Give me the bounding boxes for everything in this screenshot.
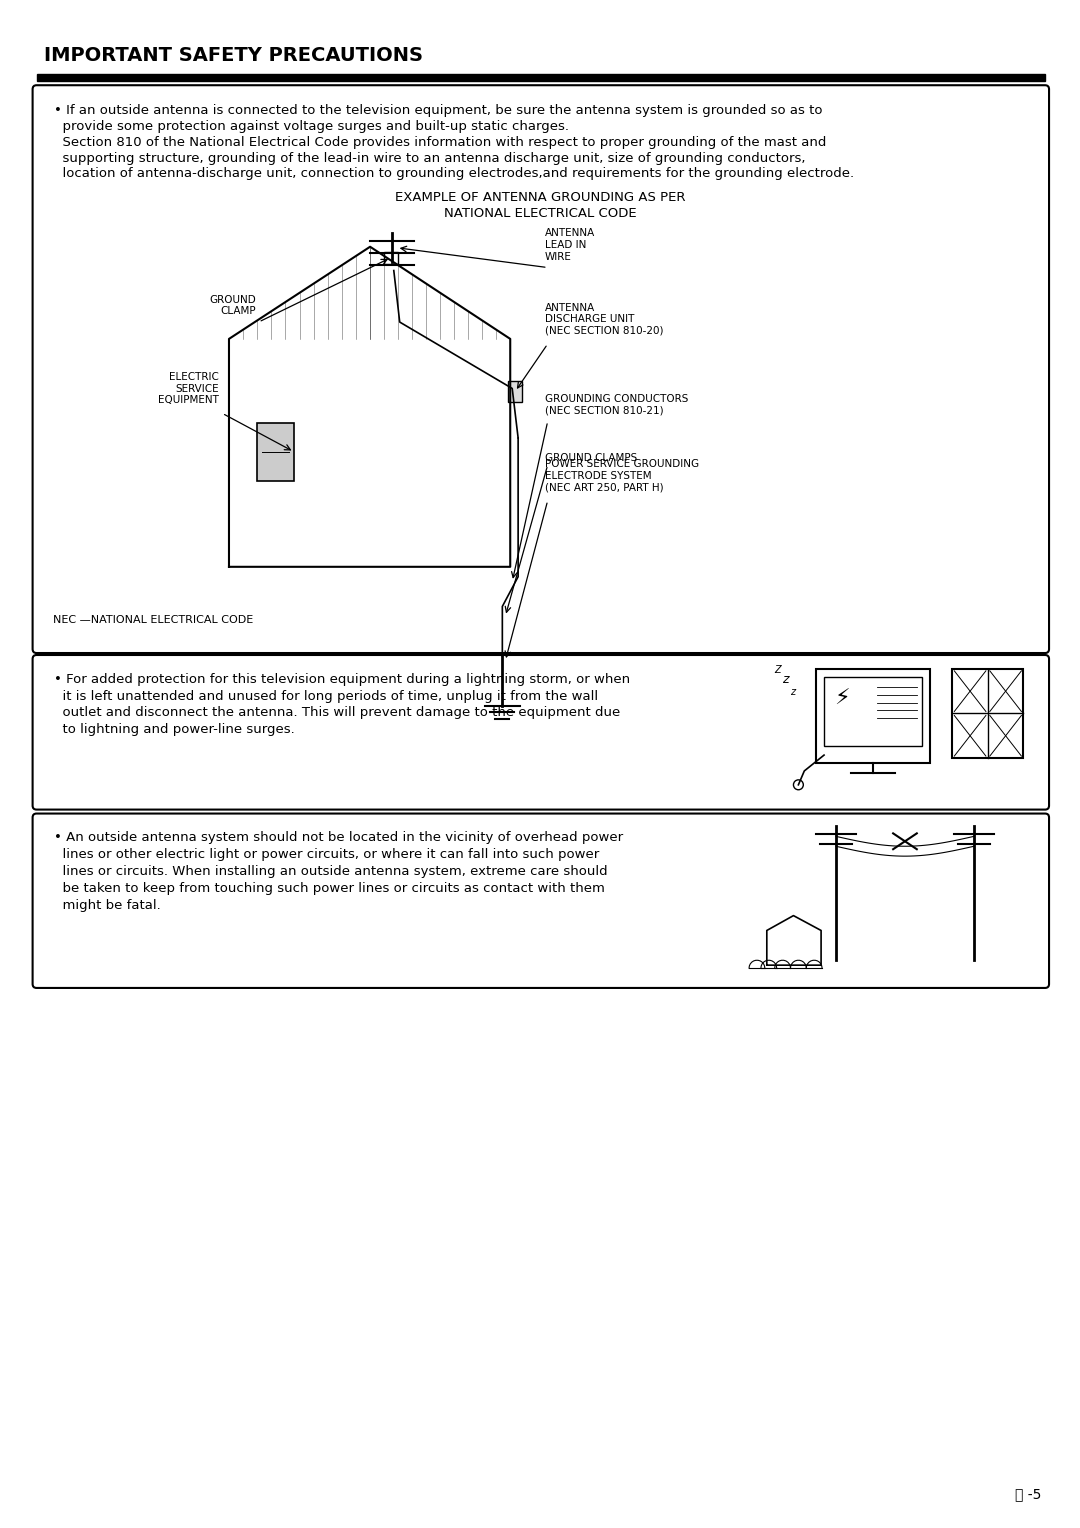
Bar <box>257 423 294 481</box>
Text: supporting structure, grounding of the lead-in wire to an antenna discharge unit: supporting structure, grounding of the l… <box>54 151 806 165</box>
Text: might be fatal.: might be fatal. <box>54 898 161 912</box>
Bar <box>824 677 921 746</box>
Text: • An outside antenna system should not be located in the vicinity of overhead po: • An outside antenna system should not b… <box>54 831 623 845</box>
Text: ELECTRIC
SERVICE
EQUIPMENT: ELECTRIC SERVICE EQUIPMENT <box>159 373 219 405</box>
Text: POWER SERVICE GROUNDING
ELECTRODE SYSTEM
(NEC ART 250, PART H): POWER SERVICE GROUNDING ELECTRODE SYSTEM… <box>544 460 699 492</box>
Text: Ⓤ -5: Ⓤ -5 <box>1015 1487 1041 1502</box>
Text: Section 810 of the National Electrical Code provides information with respect to: Section 810 of the National Electrical C… <box>54 136 826 148</box>
FancyBboxPatch shape <box>32 86 1049 652</box>
Bar <box>953 669 1024 758</box>
Text: to lightning and power-line surges.: to lightning and power-line surges. <box>54 723 295 736</box>
FancyBboxPatch shape <box>32 656 1049 810</box>
Text: IMPORTANT SAFETY PRECAUTIONS: IMPORTANT SAFETY PRECAUTIONS <box>44 46 423 66</box>
Bar <box>383 252 397 264</box>
Text: NEC —NATIONAL ELECTRICAL CODE: NEC —NATIONAL ELECTRICAL CODE <box>53 616 253 625</box>
FancyBboxPatch shape <box>32 813 1049 989</box>
Text: ANTENNA
DISCHARGE UNIT
(NEC SECTION 810-20): ANTENNA DISCHARGE UNIT (NEC SECTION 810-… <box>544 303 663 336</box>
Text: GROUND CLAMPS: GROUND CLAMPS <box>544 452 637 463</box>
Text: Z: Z <box>774 665 781 675</box>
Bar <box>816 669 930 762</box>
Text: lines or circuits. When installing an outside antenna system, extreme care shoul: lines or circuits. When installing an ou… <box>54 865 608 879</box>
Bar <box>37 75 1045 81</box>
Bar <box>509 380 522 402</box>
Text: GROUNDING CONDUCTORS
(NEC SECTION 810-21): GROUNDING CONDUCTORS (NEC SECTION 810-21… <box>544 394 688 416</box>
Text: lines or other electric light or power circuits, or where it can fall into such : lines or other electric light or power c… <box>54 848 599 862</box>
Text: • For added protection for this television equipment during a lightning storm, o: • For added protection for this televisi… <box>54 672 631 686</box>
Text: GROUND
CLAMP: GROUND CLAMP <box>208 295 256 316</box>
Text: outlet and disconnect the antenna. This will prevent damage to the equipment due: outlet and disconnect the antenna. This … <box>54 706 621 720</box>
Text: EXAMPLE OF ANTENNA GROUNDING AS PER: EXAMPLE OF ANTENNA GROUNDING AS PER <box>394 191 685 205</box>
Text: z: z <box>791 686 796 697</box>
Text: • If an outside antenna is connected to the television equipment, be sure the an: • If an outside antenna is connected to … <box>54 104 823 118</box>
Text: it is left unattended and unused for long periods of time, unplug it from the wa: it is left unattended and unused for lon… <box>54 689 598 703</box>
Text: ⚡: ⚡ <box>834 689 850 709</box>
Text: z: z <box>782 672 788 686</box>
Text: be taken to keep from touching such power lines or circuits as contact with them: be taken to keep from touching such powe… <box>54 882 605 895</box>
Text: provide some protection against voltage surges and built-up static charges.: provide some protection against voltage … <box>54 119 569 133</box>
Text: ANTENNA
LEAD IN
WIRE: ANTENNA LEAD IN WIRE <box>544 228 595 261</box>
Circle shape <box>794 779 804 790</box>
Text: location of antenna-discharge unit, connection to grounding electrodes,and requi: location of antenna-discharge unit, conn… <box>54 168 854 180</box>
Text: NATIONAL ELECTRICAL CODE: NATIONAL ELECTRICAL CODE <box>444 206 636 220</box>
